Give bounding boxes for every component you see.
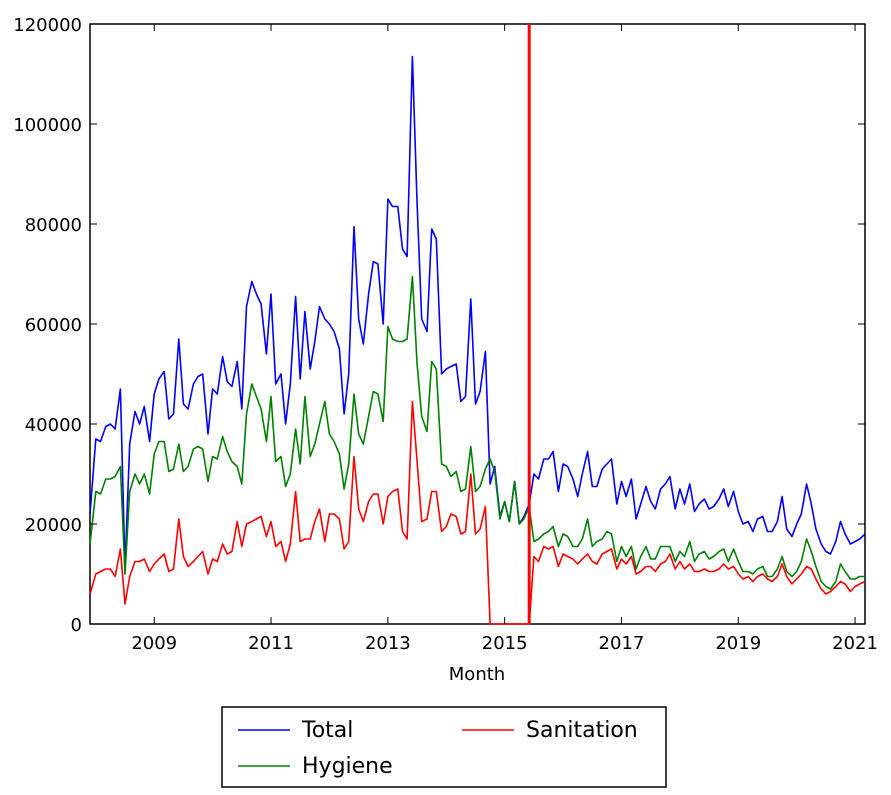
plot-area: [89, 23, 866, 625]
legend-frame: [221, 706, 667, 788]
y-tick-label: 40000: [25, 415, 82, 436]
x-tick-label: 2019: [715, 633, 761, 654]
series-line-hygiene: [89, 275, 865, 590]
x-tick-label: 2015: [482, 633, 528, 654]
x-axis-title: Month: [449, 664, 505, 685]
legend-label-total: Total: [301, 718, 353, 743]
x-tick-label: 2021: [832, 633, 878, 654]
series-layer: [89, 55, 866, 625]
legend-label-hygiene: Hygiene: [302, 754, 393, 779]
y-tick-label: 120000: [13, 15, 82, 36]
legend-label-sanitation: Sanitation: [526, 718, 638, 743]
plot-frame: [89, 23, 866, 625]
x-tick-label: 2011: [248, 633, 294, 654]
y-tick-label: 60000: [25, 315, 82, 336]
legend: Total Hygiene Sanitation: [221, 706, 667, 788]
x-axis: 2009 2011 2013 2015 2017 2019 2021: [131, 24, 878, 654]
y-tick-label: 20000: [25, 515, 82, 536]
y-tick-label: 80000: [25, 215, 82, 236]
x-tick-label: 2017: [599, 633, 645, 654]
x-tick-label: 2009: [131, 633, 177, 654]
y-tick-label: 0: [71, 615, 82, 636]
y-tick-label: 100000: [13, 115, 82, 136]
series-line-sanitation: [89, 400, 866, 625]
series-line-total: [89, 55, 866, 570]
y-axis: 0 20000 40000 60000 80000 100000 120000: [13, 15, 865, 636]
x-tick-label: 2013: [365, 633, 411, 654]
